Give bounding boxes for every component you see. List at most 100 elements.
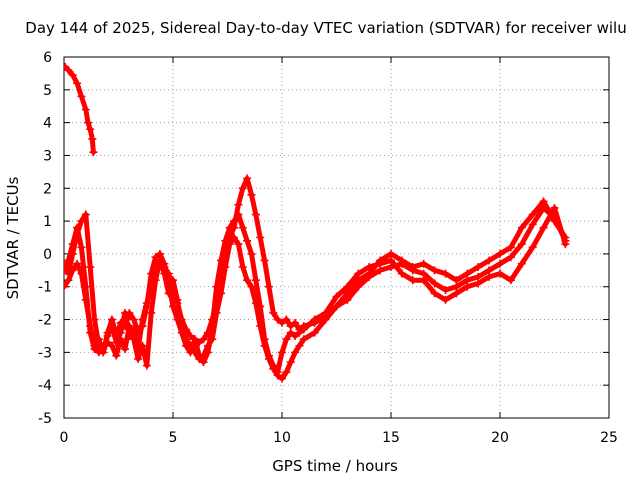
data-point-marker xyxy=(243,174,252,183)
data-point-marker xyxy=(561,240,570,249)
plot-area-frame xyxy=(63,56,610,419)
data-point-marker xyxy=(73,259,82,268)
y-tick-label: 0 xyxy=(43,247,52,263)
y-tick-label: -4 xyxy=(38,378,52,394)
data-point-marker xyxy=(121,322,130,331)
data-point-marker xyxy=(112,351,121,360)
data-point-marker xyxy=(238,223,247,232)
x-tick-label: 25 xyxy=(600,430,618,446)
data-point-marker xyxy=(107,341,116,350)
data-point-marker xyxy=(310,328,319,337)
data-point-marker xyxy=(256,302,265,311)
data-point-marker xyxy=(474,263,483,272)
data-point-marker xyxy=(397,259,406,268)
data-point-marker xyxy=(125,308,134,317)
data-point-marker xyxy=(295,341,304,350)
data-point-marker xyxy=(528,220,537,229)
axis-ticks: 0 5 10 15 20 25 -5 -4 -3 -2 -1 0 1 2 3 4 5 6 xyxy=(38,50,618,446)
series-line xyxy=(64,64,96,155)
y-tick-label: 6 xyxy=(43,50,52,66)
data-point-marker xyxy=(441,286,450,295)
data-point-marker xyxy=(195,351,204,360)
data-point-marker xyxy=(365,272,374,281)
data-point-marker xyxy=(238,263,247,272)
data-point-marker xyxy=(387,256,395,265)
x-tick-label: 20 xyxy=(491,430,509,446)
data-point-marker xyxy=(506,276,515,285)
data-point-marker xyxy=(68,240,77,249)
series-early-decay xyxy=(64,62,98,157)
data-point-marker xyxy=(474,279,483,288)
data-point-marker xyxy=(121,345,130,354)
data-point-marker xyxy=(169,302,177,311)
y-tick-label: 2 xyxy=(43,181,52,197)
data-point-marker xyxy=(286,358,295,367)
data-point-marker xyxy=(299,325,308,334)
data-point-marker xyxy=(116,318,125,327)
data-point-marker xyxy=(539,223,548,232)
data-point-marker xyxy=(99,348,108,357)
data-point-marker xyxy=(73,223,82,232)
data-point-marker xyxy=(528,210,537,219)
y-tick-label: 1 xyxy=(43,214,52,230)
data-point-marker xyxy=(89,148,98,157)
data-point-marker xyxy=(286,328,295,337)
data-point-marker xyxy=(64,66,73,75)
data-point-marker xyxy=(260,256,269,265)
data-point-marker xyxy=(116,335,125,344)
data-point-marker xyxy=(142,361,151,370)
data-point-marker xyxy=(68,71,77,80)
data-point-marker xyxy=(282,335,291,344)
data-point-marker xyxy=(173,295,182,304)
data-point-marker xyxy=(269,308,278,317)
data-point-marker xyxy=(230,233,239,242)
data-point-marker xyxy=(343,295,352,304)
data-point-marker xyxy=(90,345,99,354)
data-point-marker xyxy=(441,269,450,278)
data-point-marker xyxy=(94,335,103,344)
data-point-marker xyxy=(251,276,260,285)
data-point-marker xyxy=(73,79,82,88)
data-point-marker xyxy=(430,289,439,298)
data-point-marker xyxy=(83,118,92,127)
data-point-marker xyxy=(291,348,300,357)
data-point-marker xyxy=(129,315,138,324)
data-point-marker xyxy=(247,190,256,199)
data-point-marker xyxy=(299,335,308,344)
data-point-marker xyxy=(539,203,548,212)
data-point-marker xyxy=(430,266,439,275)
data-point-marker xyxy=(77,243,86,252)
data-point-marker xyxy=(212,282,221,291)
data-point-marker xyxy=(247,249,256,258)
data-point-marker xyxy=(190,335,199,344)
chart-title: Day 144 of 2025, Sidereal Day-to-day VTE… xyxy=(25,19,626,37)
data-point-marker xyxy=(203,348,212,357)
data-point-marker xyxy=(251,210,260,219)
x-tick-label: 10 xyxy=(273,430,291,446)
data-point-marker xyxy=(408,276,417,285)
data-point-marker xyxy=(138,322,147,331)
data-point-marker xyxy=(419,276,428,285)
data-point-marker xyxy=(256,233,265,242)
series-track-B xyxy=(64,203,570,383)
data-point-marker xyxy=(86,263,95,272)
data-point-marker xyxy=(321,308,330,317)
data-point-marker xyxy=(86,328,95,337)
data-point-marker xyxy=(147,308,156,317)
data-point-marker xyxy=(186,331,195,340)
data-point-marker xyxy=(550,203,559,212)
data-point-marker xyxy=(199,335,208,344)
data-point-marker xyxy=(496,249,504,258)
data-point-marker xyxy=(332,302,341,311)
data-point-marker xyxy=(264,282,273,291)
y-tick-label: -3 xyxy=(38,345,52,361)
data-point-marker xyxy=(129,335,138,344)
data-point-marker xyxy=(343,282,352,291)
data-point-marker xyxy=(243,276,252,285)
data-point-marker xyxy=(173,315,182,324)
data-point-marker xyxy=(138,341,147,350)
data-point-marker xyxy=(517,259,526,268)
x-tick-label: 5 xyxy=(169,430,178,446)
data-point-marker xyxy=(160,259,169,268)
data-point-marker xyxy=(134,328,143,337)
